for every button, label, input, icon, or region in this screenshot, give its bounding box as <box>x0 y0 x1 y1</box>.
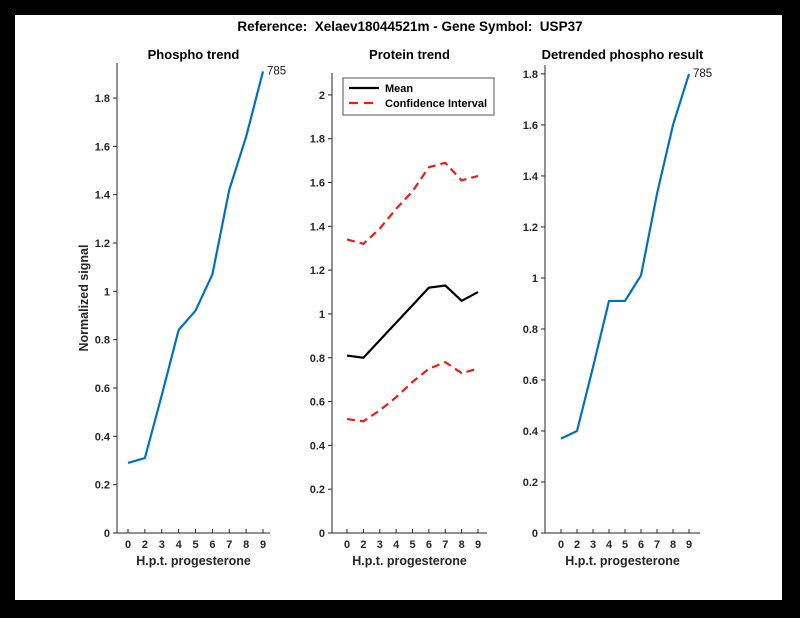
x-tick-label: 8 <box>243 539 249 551</box>
chart-title: Phospho trend <box>148 47 240 62</box>
y-tick-label: 1.4 <box>523 171 539 183</box>
y-tick-label: 0.2 <box>95 480 110 492</box>
y-tick-label: 1.8 <box>523 69 538 81</box>
x-tick-label: 4 <box>606 539 613 551</box>
x-axis-label: H.p.t. progesterone <box>352 554 467 568</box>
y-tick-label: 0.8 <box>310 353 325 365</box>
y-tick-label: 1 <box>532 273 538 285</box>
x-tick-label: 4 <box>393 539 400 551</box>
x-tick-label: 5 <box>622 539 628 551</box>
x-tick-label: 0 <box>125 539 131 551</box>
y-tick-label: 1 <box>319 309 325 321</box>
end-point-label: 785 <box>693 68 712 80</box>
chart-title: Detrended phospho result <box>542 47 704 62</box>
end-point-label: 785 <box>267 65 286 77</box>
x-tick-label: 9 <box>475 539 481 551</box>
y-tick-label: 0 <box>104 528 110 540</box>
series-line-detrended <box>560 73 691 440</box>
y-tick-label: 0.8 <box>523 324 538 336</box>
x-tick-label: 4 <box>176 539 183 551</box>
y-tick-label: 0 <box>319 528 325 540</box>
series-line-phospho <box>127 71 265 464</box>
y-tick-label: 0.2 <box>523 477 538 489</box>
y-tick-label: 0 <box>532 528 538 540</box>
series-line-mean <box>346 284 479 359</box>
x-tick-label: 8 <box>670 539 676 551</box>
y-tick-label: 1.2 <box>95 238 110 250</box>
x-tick-label: 8 <box>459 539 465 551</box>
x-tick-label: 2 <box>574 539 580 551</box>
y-tick-label: 1.2 <box>310 265 325 277</box>
x-tick-label: 5 <box>192 539 198 551</box>
y-tick-label: 1.2 <box>523 222 538 234</box>
figure-title: Reference: Xelaev18044521m - Gene Symbol… <box>237 19 583 34</box>
x-tick-label: 7 <box>654 539 660 551</box>
legend-label: Mean <box>385 83 413 95</box>
x-tick-label: 2 <box>142 539 148 551</box>
series-line-ci-upper <box>346 161 479 245</box>
y-tick-label: 0.4 <box>523 426 539 438</box>
y-tick-label: 0.4 <box>310 440 326 452</box>
x-tick-label: 9 <box>260 539 266 551</box>
chart-detrended-phospho: 00.20.40.60.811.21.41.61.80 2 3 4 5 6 7 8 9H.p.t… <box>523 47 712 568</box>
x-axis-label: H.p.t. progesterone <box>565 554 680 568</box>
x-tick-label: 9 <box>686 539 692 551</box>
x-tick-label: 5 <box>409 539 415 551</box>
y-tick-label: 0.4 <box>95 431 111 443</box>
y-tick-label: 1.6 <box>95 141 110 153</box>
x-tick-label: 0 <box>558 539 564 551</box>
x-tick-label: 6 <box>209 539 215 551</box>
y-tick-label: 0.6 <box>95 383 110 395</box>
y-tick-label: 0.2 <box>310 484 325 496</box>
legend-box <box>342 77 495 116</box>
chart-phospho-trend: 00.20.40.60.811.21.41.61.80 2 3 4 5 6 7 8 9H.p.t… <box>77 47 286 568</box>
y-tick-label: 1.8 <box>310 134 325 146</box>
x-tick-label: 3 <box>377 539 383 551</box>
chart-protein-trend: 00.20.40.60.811.21.41.61.820 2 3 4 5 6 7 8 9H.p.… <box>310 47 495 568</box>
x-tick-label: 3 <box>159 539 165 551</box>
y-tick-label: 0.8 <box>95 335 110 347</box>
x-axis-label: H.p.t. progesterone <box>136 554 251 568</box>
y-tick-label: 1.6 <box>523 120 538 132</box>
y-axis-label: Normalized signal <box>77 245 91 352</box>
y-tick-label: 1.6 <box>310 178 325 190</box>
series-line-ci-lower <box>346 361 479 423</box>
y-tick-label: 1.8 <box>95 93 110 105</box>
x-tick-label: 2 <box>360 539 366 551</box>
y-tick-label: 1.4 <box>310 221 326 233</box>
x-tick-label: 3 <box>590 539 596 551</box>
y-tick-label: 1 <box>104 286 110 298</box>
legend-label: Confidence Interval <box>385 98 487 110</box>
x-tick-label: 6 <box>426 539 432 551</box>
x-tick-label: 0 <box>344 539 350 551</box>
x-tick-label: 6 <box>638 539 644 551</box>
x-tick-label: 7 <box>442 539 448 551</box>
y-tick-label: 0.6 <box>310 397 325 409</box>
x-tick-label: 7 <box>226 539 232 551</box>
y-tick-label: 1.4 <box>95 190 111 202</box>
chart-title: Protein trend <box>369 47 450 62</box>
y-tick-label: 0.6 <box>523 375 538 387</box>
y-tick-label: 2 <box>319 90 325 102</box>
